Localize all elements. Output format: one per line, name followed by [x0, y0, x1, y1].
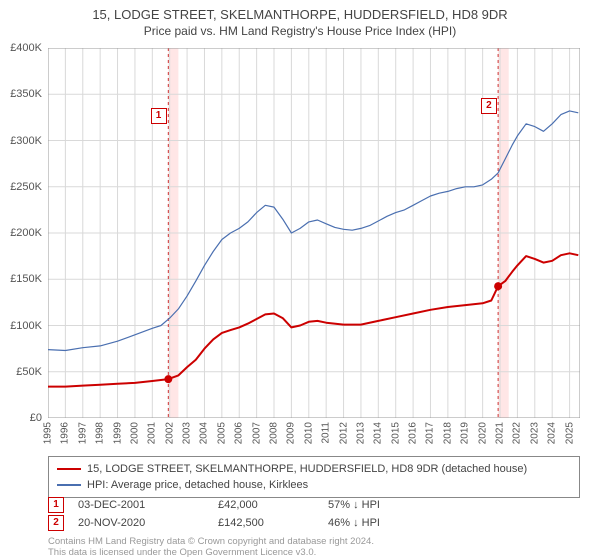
x-axis-label: 2008	[269, 422, 280, 444]
chart-title-line1: 15, LODGE STREET, SKELMANTHORPE, HUDDERS…	[0, 0, 600, 24]
x-axis-label: 2003	[182, 422, 193, 444]
transaction-index-box: 1	[48, 497, 64, 513]
y-axis-label: £200K	[0, 227, 42, 239]
y-axis-label: £150K	[0, 273, 42, 285]
x-axis-label: 2021	[495, 422, 506, 444]
x-axis-label: 1995	[43, 422, 54, 444]
footer-line2: This data is licensed under the Open Gov…	[48, 547, 374, 558]
chart-title-line2: Price paid vs. HM Land Registry's House …	[0, 24, 600, 38]
y-axis-label: £50K	[0, 366, 42, 378]
x-axis-label: 2019	[460, 422, 471, 444]
legend-row: HPI: Average price, detached house, Kirk…	[57, 477, 571, 493]
x-axis-label: 2020	[477, 422, 488, 444]
transaction-row: 2 20-NOV-2020£142,50046% ↓ HPI	[48, 514, 580, 532]
transaction-date: 03-DEC-2001	[78, 499, 218, 511]
x-axis-label: 2001	[147, 422, 158, 444]
x-axis-label: 1997	[77, 422, 88, 444]
x-axis-label: 2013	[355, 422, 366, 444]
legend-label: HPI: Average price, detached house, Kirk…	[87, 479, 308, 491]
transaction-pct: 57% ↓ HPI	[328, 499, 448, 511]
x-axis-label: 1996	[60, 422, 71, 444]
line-chart-svg	[48, 48, 580, 418]
x-axis-label: 2000	[129, 422, 140, 444]
transaction-price: £42,000	[218, 499, 328, 511]
y-axis-label: £400K	[0, 42, 42, 54]
transaction-index-box: 2	[48, 515, 64, 531]
y-axis-label: £350K	[0, 88, 42, 100]
x-axis-label: 2014	[373, 422, 384, 444]
transaction-pct: 46% ↓ HPI	[328, 517, 448, 529]
x-axis-label: 2025	[564, 422, 575, 444]
x-axis-label: 1999	[112, 422, 123, 444]
transaction-date: 20-NOV-2020	[78, 517, 218, 529]
x-axis-label: 2016	[408, 422, 419, 444]
x-axis-label: 2012	[338, 422, 349, 444]
footer-attribution: Contains HM Land Registry data © Crown c…	[48, 536, 374, 559]
y-axis-label: £300K	[0, 135, 42, 147]
chart-marker-flag: 1	[151, 108, 167, 124]
legend-row: 15, LODGE STREET, SKELMANTHORPE, HUDDERS…	[57, 461, 571, 477]
y-axis-label: £0	[0, 412, 42, 424]
legend-label: 15, LODGE STREET, SKELMANTHORPE, HUDDERS…	[87, 463, 527, 475]
legend-box: 15, LODGE STREET, SKELMANTHORPE, HUDDERS…	[48, 456, 580, 498]
x-axis-label: 2024	[547, 422, 558, 444]
x-axis-label: 1998	[95, 422, 106, 444]
x-axis-label: 2017	[425, 422, 436, 444]
legend-swatch	[57, 484, 81, 486]
x-axis-label: 2023	[529, 422, 540, 444]
y-axis-label: £100K	[0, 320, 42, 332]
x-axis-label: 2009	[286, 422, 297, 444]
footer-line1: Contains HM Land Registry data © Crown c…	[48, 536, 374, 547]
x-axis-label: 2007	[251, 422, 262, 444]
x-axis-label: 2004	[199, 422, 210, 444]
x-axis-label: 2022	[512, 422, 523, 444]
x-axis-label: 2002	[164, 422, 175, 444]
transaction-price: £142,500	[218, 517, 328, 529]
x-axis-label: 2006	[234, 422, 245, 444]
x-axis-label: 2011	[321, 422, 332, 444]
x-axis-label: 2015	[390, 422, 401, 444]
transaction-table: 1 03-DEC-2001£42,00057% ↓ HPI 2 20-NOV-2020…	[48, 496, 580, 532]
transaction-row: 1 03-DEC-2001£42,00057% ↓ HPI	[48, 496, 580, 514]
x-axis-label: 2018	[442, 422, 453, 444]
y-axis-label: £250K	[0, 181, 42, 193]
chart-area: £0£50K£100K£150K£200K£250K£300K£350K£400…	[48, 48, 580, 418]
x-axis-label: 2005	[216, 422, 227, 444]
legend-swatch	[57, 468, 81, 470]
x-axis-label: 2010	[303, 422, 314, 444]
chart-marker-flag: 2	[481, 98, 497, 114]
